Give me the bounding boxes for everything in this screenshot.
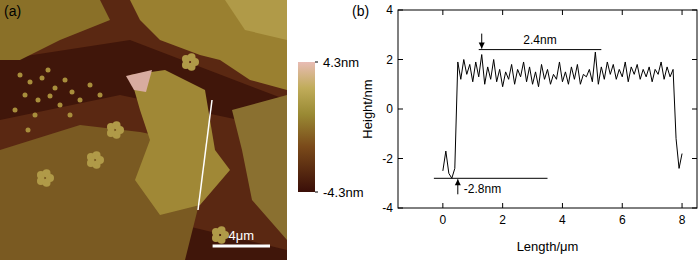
- x-tick-label: 6: [619, 213, 626, 227]
- island: [48, 94, 53, 99]
- annotation-line: [479, 49, 602, 50]
- x-tick-label: 4: [559, 213, 566, 227]
- y-tick: [398, 109, 403, 110]
- panel-label: (b): [352, 3, 369, 19]
- island: [28, 80, 33, 85]
- island: [18, 73, 23, 78]
- island: [218, 226, 226, 234]
- y-tick-label: -2: [382, 152, 393, 166]
- y-axis-label: Height/nm: [360, 79, 375, 138]
- island: [68, 113, 73, 118]
- island: [188, 53, 196, 61]
- annotation-text: -2.8nm: [464, 182, 501, 196]
- y-tick-right: [692, 10, 697, 11]
- island: [36, 98, 41, 103]
- profile-line: [198, 100, 212, 210]
- x-tick: [682, 203, 683, 208]
- colorbar: [298, 62, 315, 192]
- x-tick-label: 2: [499, 213, 506, 227]
- x-tick-top: [502, 10, 503, 15]
- y-tick: [398, 158, 403, 159]
- island: [58, 103, 63, 108]
- scale-bar: [213, 245, 270, 248]
- y-tick-right: [692, 59, 697, 60]
- plot-area: [434, 34, 682, 195]
- flake: [0, 0, 110, 60]
- island: [13, 108, 18, 113]
- y-tick-right: [692, 109, 697, 110]
- island: [63, 78, 68, 83]
- flake: [232, 95, 287, 240]
- colorbar-label: 4.3nm: [323, 55, 359, 70]
- x-tick-top: [562, 10, 563, 15]
- substrate: [0, 0, 287, 260]
- y-tick: [398, 10, 403, 11]
- island: [113, 121, 121, 129]
- colorbar-tick: [315, 192, 318, 193]
- plot-frame: [398, 10, 697, 208]
- colorbar-label: -4.3nm: [323, 185, 363, 200]
- island: [26, 128, 31, 133]
- annotation-arrowhead: [479, 43, 485, 49]
- x-tick-top: [442, 10, 443, 15]
- y-tick-right: [692, 208, 697, 209]
- height-profile: [443, 52, 682, 178]
- x-tick-top: [622, 10, 623, 15]
- annotation-text: 2.4nm: [523, 33, 556, 47]
- panel-label: (a): [4, 3, 21, 19]
- x-tick-top: [682, 10, 683, 15]
- island: [98, 93, 103, 98]
- y-tick: [398, 208, 403, 209]
- flake-edge: [126, 70, 152, 92]
- x-tick: [562, 203, 563, 208]
- island: [23, 93, 28, 98]
- island: [93, 151, 101, 159]
- island: [78, 98, 83, 103]
- y-tick-label: 0: [386, 102, 393, 116]
- x-tick: [622, 203, 623, 208]
- flake: [225, 0, 287, 40]
- y-tick: [398, 59, 403, 60]
- x-tick: [502, 203, 503, 208]
- y-tick-label: -4: [382, 201, 393, 215]
- island: [53, 86, 58, 91]
- island: [46, 68, 51, 73]
- x-tick-label: 8: [679, 213, 686, 227]
- x-tick: [442, 203, 443, 208]
- island: [88, 83, 93, 88]
- island: [40, 76, 45, 81]
- colorbar-tick: [315, 62, 318, 63]
- island: [43, 169, 51, 177]
- x-tick-label: 0: [440, 213, 447, 227]
- island: [70, 90, 75, 95]
- annotation-line: [434, 178, 548, 179]
- y-tick-right: [692, 158, 697, 159]
- x-axis-label: Length/μm: [517, 239, 579, 254]
- figure: (a) 4μm 4.3nm -4.3nm (b) 0 2 4 6 8 -4 -2 0 2 4 Length/μ…: [0, 0, 700, 260]
- annotation-arrowhead: [455, 179, 461, 185]
- afm-image: [0, 0, 287, 260]
- scale-bar-label: 4μm: [229, 228, 255, 243]
- island: [33, 113, 38, 118]
- y-tick-label: 2: [386, 53, 393, 67]
- y-tick-label: 4: [386, 3, 393, 17]
